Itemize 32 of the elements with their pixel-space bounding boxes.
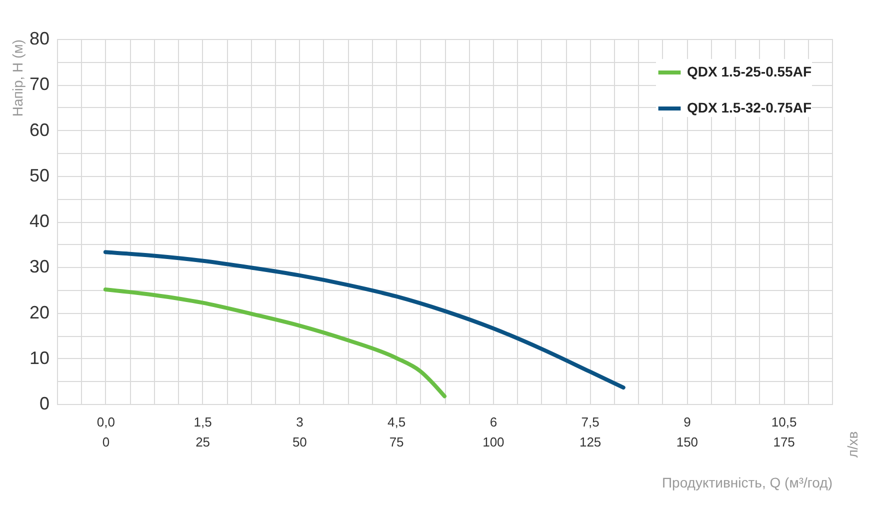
line-series: [103, 250, 626, 390]
x2-tick-label: 25: [196, 434, 210, 450]
x-tick-label: 10,5: [771, 414, 797, 430]
x-tick-label: 9: [684, 414, 691, 430]
y-tick-label: 60: [29, 120, 50, 140]
x-tick-label: 7,5: [581, 414, 600, 430]
x2-tick-label: 150: [676, 434, 698, 450]
x2-axis-title: л/хв: [844, 431, 860, 458]
x-tick-label: 1,5: [194, 414, 212, 430]
y-tick-label: 10: [29, 348, 50, 368]
y-tick-label: 20: [29, 302, 50, 322]
line-series: [103, 287, 446, 398]
legend-label: QDX 1.5-25-0.55AF: [687, 64, 812, 80]
x-tick-label: 6: [490, 414, 498, 430]
y-tick-label: 70: [29, 74, 50, 94]
x2-tick-label: 50: [292, 434, 307, 450]
x2-tick-label: 125: [579, 434, 602, 450]
x2-tick-label: 0: [102, 434, 110, 450]
y-tick-label: 0: [39, 394, 50, 414]
x-axis-title: Продуктивність, Q (м³/год): [662, 474, 832, 490]
y-tick-label: 80: [29, 28, 50, 48]
x2-tick-label: 100: [482, 434, 504, 450]
x2-tick-label: 175: [773, 434, 795, 450]
y-tick-label: 30: [29, 256, 50, 277]
x-tick-label: 4,5: [388, 414, 406, 430]
x-tick-label: 3: [296, 414, 304, 430]
y-axis-title: Напір, H (м): [9, 40, 26, 117]
y-tick-label: 40: [29, 211, 50, 231]
y-tick-label: 50: [29, 165, 50, 186]
legend-label: QDX 1.5-32-0.75AF: [687, 100, 812, 116]
x-tick-label: 0,0: [96, 414, 115, 430]
x2-tick-label: 75: [389, 434, 404, 450]
